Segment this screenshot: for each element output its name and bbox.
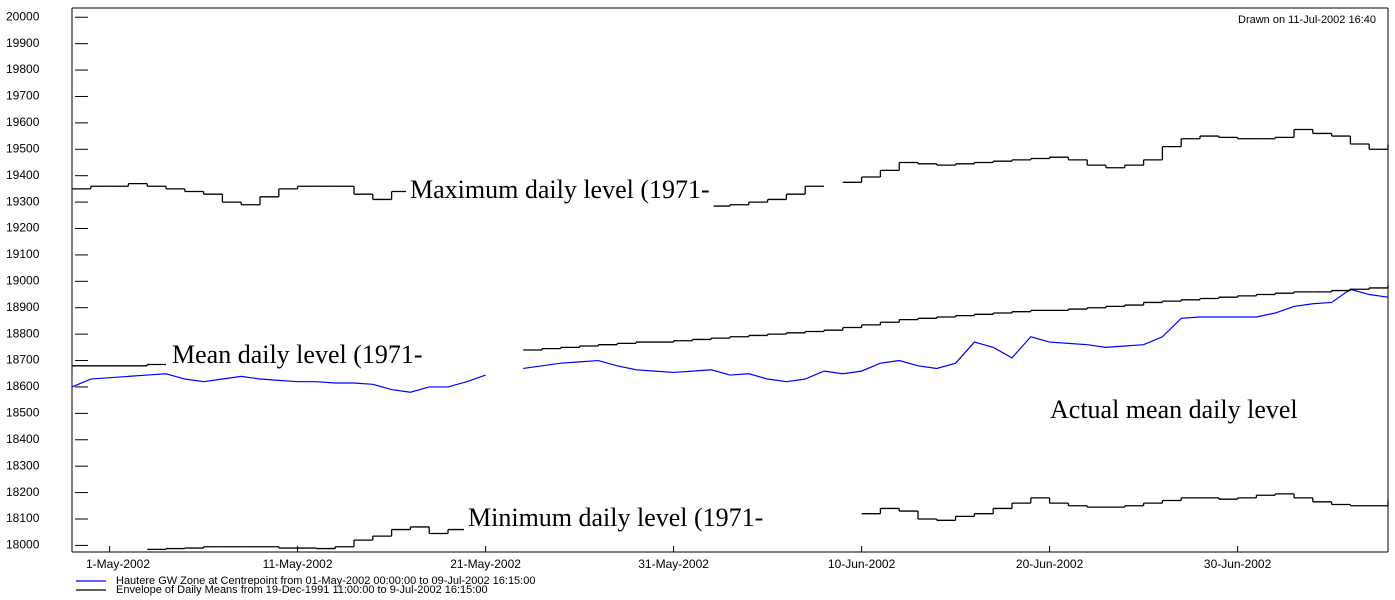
y-tick-label: 19100 <box>6 247 40 261</box>
y-tick-label: 20000 <box>6 9 40 23</box>
y-tick-label: 18800 <box>6 326 40 340</box>
annotation-bg <box>1046 396 1302 428</box>
x-tick-label: 31-May-2002 <box>638 557 709 571</box>
y-tick-label: 19900 <box>6 36 40 50</box>
y-tick-label: 19700 <box>6 89 40 103</box>
y-tick-label: 19800 <box>6 62 40 76</box>
y-tick-label: 19200 <box>6 221 40 235</box>
actual-level-line <box>71 373 486 393</box>
x-tick-label: 11-May-2002 <box>263 557 333 571</box>
annotation: Minimum daily level (1971- <box>468 503 763 532</box>
y-tick-label: 18900 <box>6 300 40 314</box>
x-tick-label: 20-Jun-2002 <box>1016 557 1084 571</box>
y-tick-label: 18700 <box>6 353 40 367</box>
y-tick-label: 19500 <box>6 141 40 155</box>
y-tick-label: 19000 <box>6 273 40 287</box>
annotation-bg <box>168 341 427 373</box>
y-tick-label: 18400 <box>6 432 40 446</box>
x-tick-label: 21-May-2002 <box>450 557 521 571</box>
annotation: Mean daily level (1971- <box>172 340 423 369</box>
y-tick-label: 18100 <box>6 511 40 525</box>
y-tick-label: 19600 <box>6 115 40 129</box>
y-tick-label: 18000 <box>6 538 40 552</box>
annotation: Maximum daily level (1971- <box>410 175 710 204</box>
y-tick-label: 18200 <box>6 485 40 499</box>
annotation: Actual mean daily level <box>1050 395 1298 424</box>
drawn-note: Drawn on 11-Jul-2002 16:40 <box>1238 14 1376 26</box>
legend-label: Hautere GW Zone at Centrepoint from 01-M… <box>116 575 535 587</box>
x-tick-label: 1-May-2002 <box>86 557 150 571</box>
legend-label: Envelope of Daily Means from 19-Dec-1991… <box>116 584 488 596</box>
y-tick-label: 19400 <box>6 168 40 182</box>
y-tick-label: 18300 <box>6 458 40 472</box>
y-tick-label: 18600 <box>6 379 40 393</box>
annotation-bg <box>406 176 714 208</box>
y-tick-label: 18500 <box>6 406 40 420</box>
actual-level-line <box>523 288 1389 383</box>
x-tick-label: 10-Jun-2002 <box>828 557 896 571</box>
y-tick-label: 19300 <box>6 194 40 208</box>
x-tick-label: 30-Jun-2002 <box>1204 557 1272 571</box>
annotation-bg <box>464 504 768 536</box>
